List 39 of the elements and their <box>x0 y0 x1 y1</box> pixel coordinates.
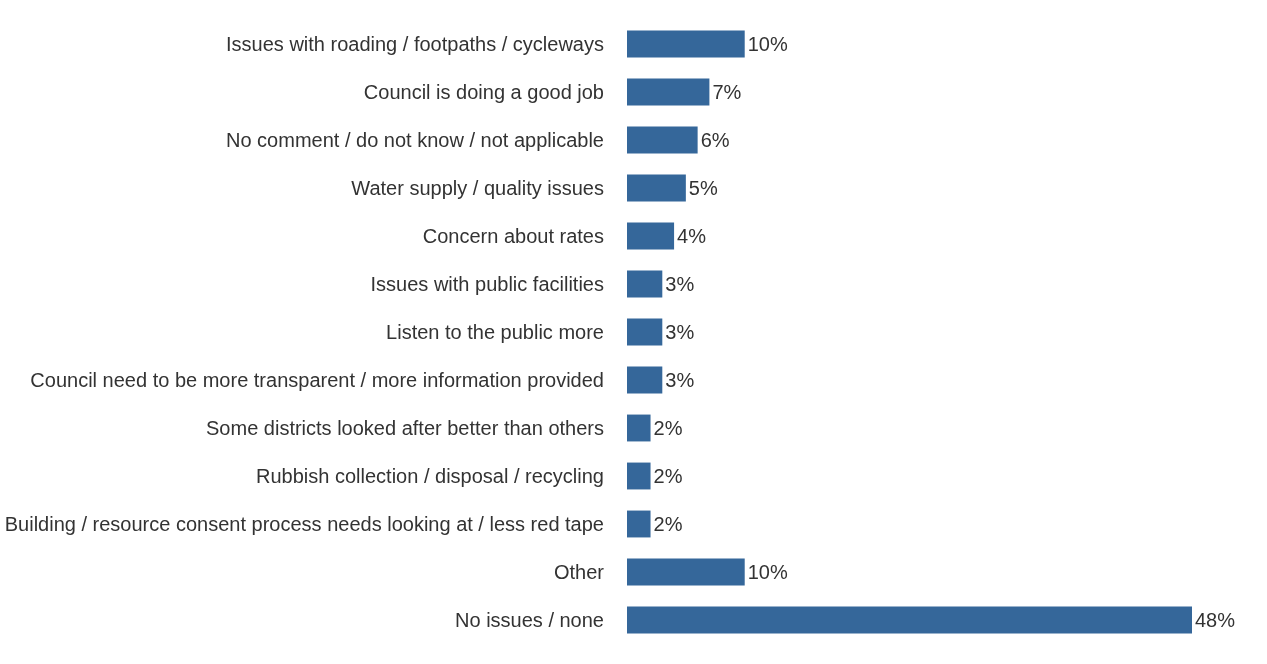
y-tick-label: Rubbish collection / disposal / recycling <box>256 465 604 487</box>
data-label: 2% <box>653 417 683 439</box>
y-tick-label: Issues with public facilities <box>370 273 604 295</box>
y-tick-label: Issues with roading / footpaths / cycleways <box>226 33 604 55</box>
bar <box>627 270 663 298</box>
bar <box>627 30 745 58</box>
data-label: 4% <box>677 225 707 247</box>
bar <box>627 414 651 442</box>
data-label: 7% <box>712 81 742 103</box>
data-label: 3% <box>665 273 695 295</box>
bar <box>627 78 710 106</box>
bar <box>627 174 686 202</box>
y-tick-label: No issues / none <box>455 609 604 631</box>
data-label: 48% <box>1195 609 1236 631</box>
y-tick-label: Some districts looked after better than others <box>206 417 604 439</box>
y-tick-label: Council need to be more transparent / more information provided <box>30 369 604 391</box>
y-tick-label: Concern about rates <box>422 225 604 247</box>
bar <box>627 606 1192 634</box>
data-label: 3% <box>665 321 695 343</box>
y-tick-label: Listen to the public more <box>386 321 604 343</box>
data-label: 10% <box>747 33 788 55</box>
y-tick-label: Building / resource consent process needs looking at / less red tape <box>4 513 604 535</box>
data-label: 2% <box>653 513 683 535</box>
y-tick-label: Other <box>553 561 605 583</box>
bar <box>627 126 698 154</box>
data-label: 5% <box>688 177 718 199</box>
bar <box>627 510 651 538</box>
data-label: 3% <box>665 369 695 391</box>
bar <box>627 366 663 394</box>
bar <box>627 558 745 586</box>
y-tick-label: Council is doing a good job <box>363 81 604 103</box>
y-tick-label: No comment / do not know / not applicable <box>226 129 604 151</box>
y-tick-label: Water supply / quality issues <box>351 177 604 199</box>
bar <box>627 318 663 346</box>
data-label: 6% <box>700 129 730 151</box>
bar <box>627 462 651 490</box>
bar <box>627 222 675 250</box>
data-label: 2% <box>653 465 683 487</box>
data-label: 10% <box>747 561 788 583</box>
